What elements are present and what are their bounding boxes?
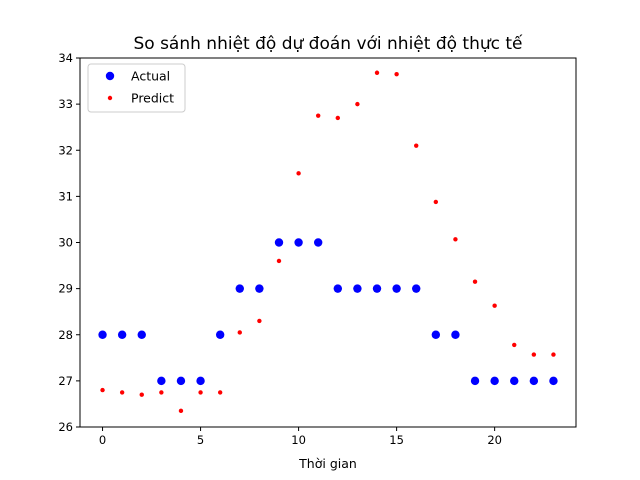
point-actual-13 xyxy=(353,284,362,293)
point-actual-12 xyxy=(333,284,343,293)
y-tick-label-27: 27 xyxy=(58,374,73,388)
point-predict-20 xyxy=(492,303,497,308)
point-predict-8 xyxy=(257,318,262,324)
point-predict-13 xyxy=(355,101,360,107)
point-actual-4 xyxy=(176,376,186,386)
y-tick-label-26: 26 xyxy=(58,420,73,434)
point-predict-21 xyxy=(512,342,517,348)
point-predict-2 xyxy=(139,392,144,397)
point-actual-20 xyxy=(490,376,499,386)
x-tick-label-0: 0 xyxy=(99,433,106,447)
y-tick-label-34: 34 xyxy=(58,51,73,65)
point-actual-16 xyxy=(412,284,421,293)
point-predict-1 xyxy=(119,390,125,395)
x-tick-label-15: 15 xyxy=(389,433,404,447)
point-actual-2 xyxy=(137,330,146,339)
point-predict-18 xyxy=(453,237,458,242)
point-actual-8 xyxy=(255,284,264,293)
point-predict-19 xyxy=(472,279,478,284)
y-tick-label-33: 33 xyxy=(58,97,73,111)
legend-marker-predict xyxy=(107,95,113,101)
point-predict-11 xyxy=(315,113,321,118)
point-actual-17 xyxy=(431,330,441,339)
legend-label-predict: Predict xyxy=(131,91,174,106)
point-actual-10 xyxy=(294,238,303,247)
point-actual-3 xyxy=(157,376,166,386)
point-predict-3 xyxy=(159,390,164,395)
y-axis: 26 27 28 29 30 31 32 33 34 xyxy=(58,51,80,434)
point-actual-5 xyxy=(196,376,205,386)
point-predict-23 xyxy=(551,352,556,357)
x-axis: 0 5 10 15 20 xyxy=(99,427,502,447)
x-tick-label-10: 10 xyxy=(291,433,306,447)
point-predict-22 xyxy=(531,352,537,357)
chart-title: So sánh nhiệt độ dự đoán với nhiệt độ th… xyxy=(133,33,523,54)
point-actual-15 xyxy=(392,284,401,293)
point-actual-11 xyxy=(313,238,323,247)
point-actual-1 xyxy=(117,330,127,339)
legend-marker-actual xyxy=(105,71,115,81)
y-tick-label-28: 28 xyxy=(58,328,73,342)
point-actual-6 xyxy=(215,330,225,339)
point-predict-15 xyxy=(394,71,399,77)
y-tick-label-29: 29 xyxy=(58,282,73,296)
point-predict-17 xyxy=(433,199,439,205)
plot-frame xyxy=(79,57,577,428)
point-predict-16 xyxy=(414,143,419,148)
point-actual-22 xyxy=(529,376,539,386)
point-actual-21 xyxy=(510,376,519,386)
point-predict-14 xyxy=(374,70,380,75)
x-axis-label: Thời gian xyxy=(298,456,357,471)
x-tick-label-5: 5 xyxy=(197,433,204,447)
legend: Actual Predict xyxy=(87,63,186,113)
point-predict-5 xyxy=(198,390,203,395)
point-predict-10 xyxy=(296,171,301,176)
point-actual-9 xyxy=(274,238,284,247)
point-actual-18 xyxy=(451,330,460,339)
legend-label-actual: Actual xyxy=(131,69,170,84)
y-tick-label-32: 32 xyxy=(58,143,73,157)
point-actual-14 xyxy=(372,284,382,293)
point-actual-23 xyxy=(549,376,558,386)
point-predict-7 xyxy=(237,330,242,335)
y-tick-label-30: 30 xyxy=(58,236,73,250)
point-actual-0 xyxy=(98,330,107,339)
point-predict-0 xyxy=(100,387,105,393)
point-predict-6 xyxy=(217,390,223,395)
plot-area xyxy=(79,57,577,428)
point-actual-7 xyxy=(235,284,244,293)
data-marks xyxy=(98,70,558,414)
point-predict-4 xyxy=(178,408,184,414)
x-tick-label-20: 20 xyxy=(487,433,502,447)
point-predict-9 xyxy=(276,258,282,264)
point-actual-19 xyxy=(470,376,480,386)
y-tick-label-31: 31 xyxy=(58,189,73,203)
point-predict-12 xyxy=(335,115,341,121)
